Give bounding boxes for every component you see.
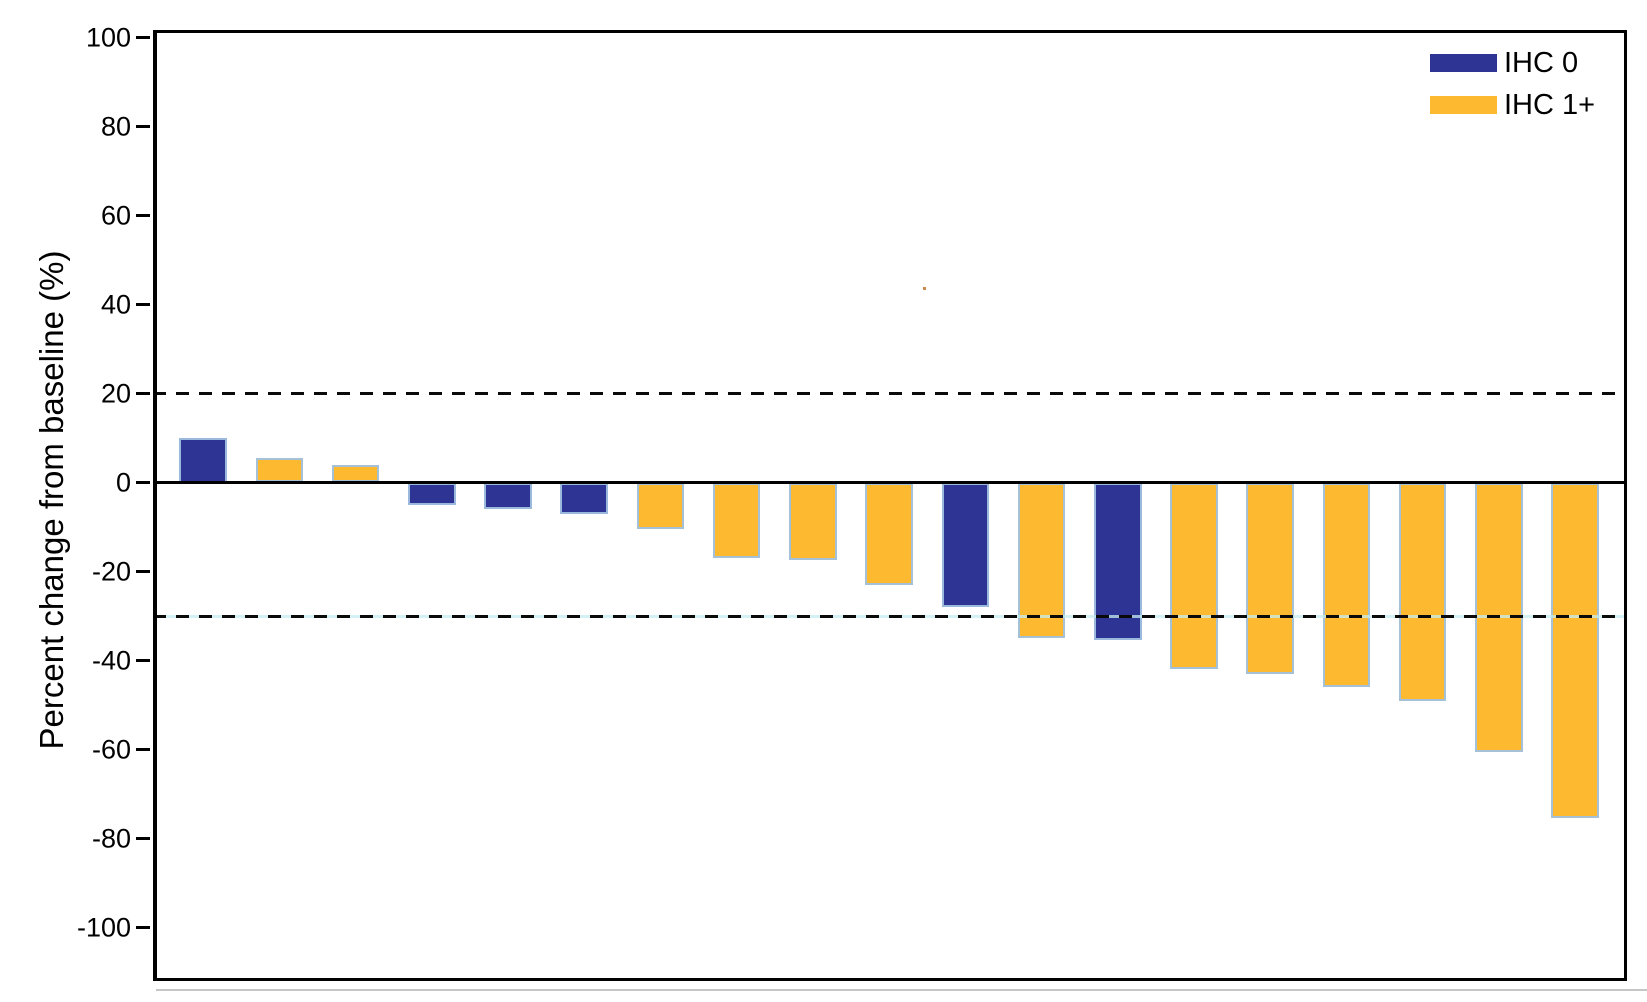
y-tick: [136, 748, 150, 751]
y-tick: [136, 570, 150, 573]
bar-16-ihc-1plus: [1322, 482, 1371, 688]
bar-8-ihc-1plus: [712, 482, 761, 559]
bar-5-ihc-0: [484, 482, 532, 510]
legend-label-ihc0: IHC 0: [1504, 46, 1579, 79]
y-tick: [136, 214, 150, 217]
bar-10-ihc-1plus: [865, 482, 913, 585]
y-axis-title: Percent change from baseline (%): [33, 250, 70, 750]
legend-label-ihc1plus: IHC 1+: [1504, 88, 1596, 121]
frame-shadow: [156, 989, 1647, 991]
bar-13-ihc-0: [1093, 482, 1142, 641]
bar-19-ihc-1plus: [1551, 482, 1599, 819]
y-tick-label: 100: [85, 22, 131, 52]
bar-7-ihc-1plus: [636, 482, 685, 530]
bar-6-ihc-0: [560, 482, 608, 514]
y-tick-label: 60: [100, 200, 131, 230]
y-tick: [136, 481, 150, 484]
legend-swatch-ihc1plus: [1430, 96, 1497, 114]
stray-mark: [923, 287, 926, 290]
y-tick: [136, 125, 150, 128]
bar-15-ihc-1plus: [1246, 482, 1294, 674]
y-tick-label: -100: [76, 912, 131, 942]
y-tick: [136, 837, 150, 840]
y-tick: [136, 36, 150, 39]
bar-2-ihc-1plus: [255, 458, 304, 483]
bar-1-ihc-0: [179, 438, 227, 483]
bar-12-ihc-1plus: [1017, 482, 1066, 639]
reference-line-plus20: [153, 392, 1627, 395]
legend-item-ihc1plus: IHC 1+: [1430, 90, 1595, 120]
y-tick: [136, 303, 150, 306]
bar-17-ihc-1plus: [1398, 482, 1447, 701]
bar-11-ihc-0: [941, 482, 990, 608]
y-tick: [136, 392, 150, 395]
y-tick-label: 80: [100, 111, 131, 141]
legend-swatch-ihc0: [1430, 54, 1497, 72]
zero-line: [153, 481, 1627, 484]
plot-area: [153, 30, 1627, 981]
reference-line-minus30: [153, 614, 1627, 618]
legend-item-ihc0: IHC 0: [1430, 48, 1595, 78]
bar-4-ihc-0: [407, 482, 456, 505]
bar-14-ihc-1plus: [1170, 482, 1218, 670]
bar-3-ihc-1plus: [331, 464, 380, 483]
bar-9-ihc-1plus: [789, 482, 837, 561]
y-tick-label: -80: [91, 823, 131, 853]
y-tick: [136, 926, 150, 929]
y-tick: [136, 659, 150, 662]
legend: IHC 0 IHC 1+: [1430, 48, 1595, 132]
